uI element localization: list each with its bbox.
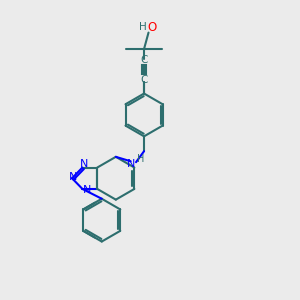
Text: H: H: [139, 22, 147, 32]
Text: N: N: [80, 159, 88, 169]
Text: H: H: [136, 154, 144, 164]
Text: N: N: [127, 159, 135, 169]
Text: N: N: [69, 172, 78, 182]
Text: N: N: [83, 184, 91, 194]
Text: C: C: [140, 75, 148, 85]
Text: O: O: [148, 21, 157, 34]
Text: C: C: [140, 55, 148, 65]
